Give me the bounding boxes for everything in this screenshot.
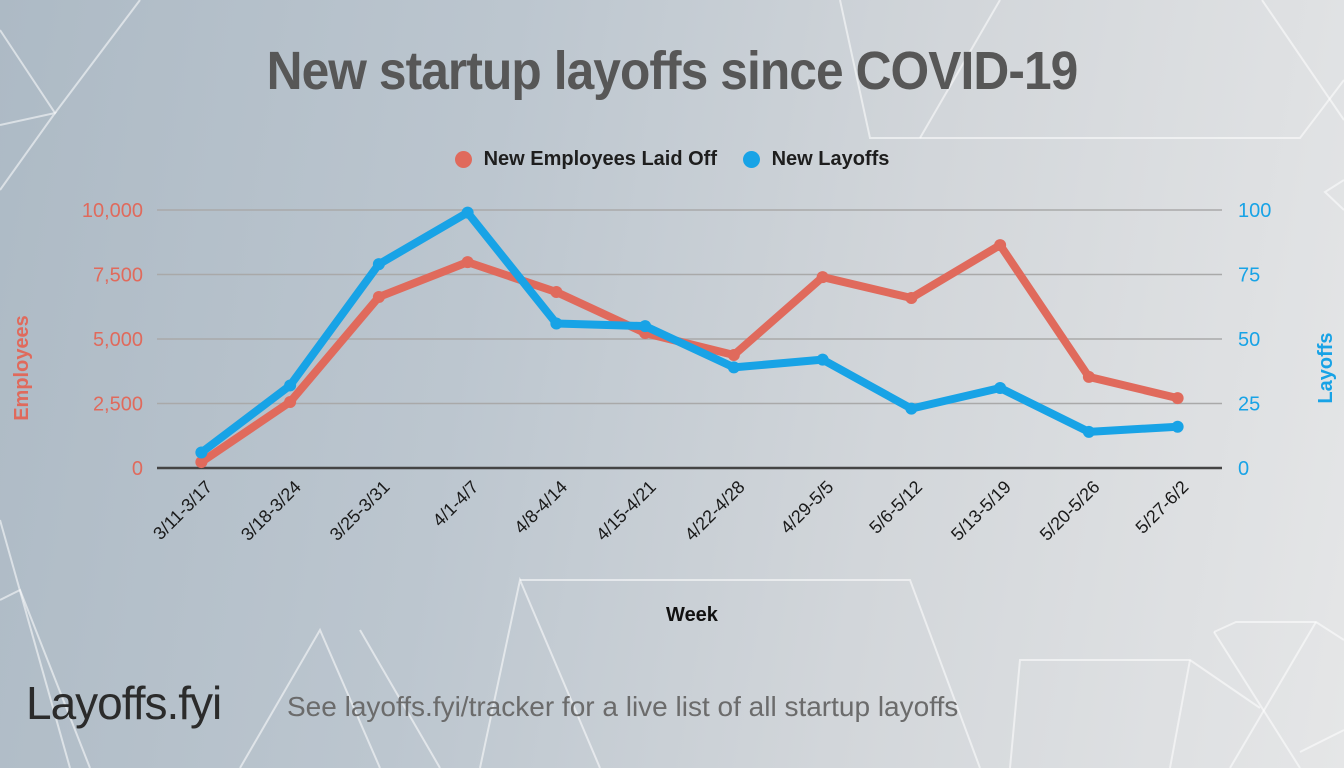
x-tick-label: 4/22-4/28 — [681, 477, 749, 545]
employees-series-point[interactable] — [905, 291, 918, 304]
x-axis-label: Week — [666, 604, 719, 626]
x-tick-label: 3/11-3/17 — [149, 477, 216, 544]
layoffs-series-point[interactable] — [461, 206, 474, 219]
legend-dot-layoffs — [742, 151, 760, 168]
y2-tick-label: 0 — [1238, 458, 1249, 480]
x-tick-label: 5/27-6/2 — [1132, 477, 1193, 538]
y2-tick-label: 50 — [1238, 329, 1260, 351]
x-tick-label: 4/15-4/21 — [592, 477, 660, 545]
legend-item-layoffs[interactable]: New Layoffs — [742, 148, 890, 171]
layoffs-series-point[interactable] — [727, 361, 740, 374]
layoffs-series-point[interactable] — [195, 446, 208, 459]
legend: New Employees Laid Off New Layoffs — [0, 148, 1344, 174]
layoffs-series-point[interactable] — [1082, 425, 1095, 438]
y-tick-label: 5,000 — [93, 329, 143, 351]
employees-series-point[interactable] — [550, 286, 563, 299]
employees-series-point[interactable] — [727, 348, 740, 361]
layoffs-series-point[interactable] — [372, 258, 385, 271]
employees-series-point[interactable] — [994, 239, 1007, 252]
y-axis-ticks: 0 2,500 5,000 7,500 10,000 — [82, 200, 143, 480]
employees-series-line — [197, 241, 1182, 467]
employees-series-point[interactable] — [1171, 392, 1184, 405]
legend-label-layoffs: New Layoffs — [771, 148, 890, 170]
layoffs-series-point[interactable] — [284, 379, 297, 392]
footer-note: See layoffs.fyi/tracker for a live list … — [287, 691, 959, 722]
layoffs-series-line — [197, 208, 1182, 457]
y2-tick-label: 75 — [1238, 265, 1260, 287]
legend-label-employees: New Employees Laid Off — [483, 148, 717, 170]
x-tick-label: 4/29-5/5 — [777, 477, 838, 538]
x-tick-label: 3/25-3/31 — [326, 477, 394, 545]
x-tick-label: 5/6-5/12 — [865, 477, 926, 538]
layoffs-series-point[interactable] — [994, 382, 1007, 395]
y-tick-label: 2,500 — [93, 394, 143, 416]
y-tick-label: 0 — [132, 458, 143, 480]
x-axis-ticks: 3/11-3/17 3/18-3/24 3/25-3/31 4/1-4/7 4/8-4/… — [149, 477, 1192, 545]
layoffs-series-point[interactable] — [550, 317, 563, 330]
layoffs-series-point[interactable] — [905, 402, 918, 415]
series-group — [195, 206, 1184, 469]
employees-series-point[interactable] — [1082, 370, 1095, 383]
y2-axis-label: Layoffs — [1315, 332, 1337, 403]
y2-tick-label: 25 — [1238, 394, 1260, 416]
x-tick-label: 4/8-4/14 — [510, 477, 571, 538]
layoffs-series-point[interactable] — [639, 320, 652, 333]
y-axis-label: Employees — [11, 315, 33, 421]
x-tick-label: 5/20-5/26 — [1036, 477, 1104, 545]
legend-dot-employees — [454, 151, 472, 168]
y-tick-label: 10,000 — [82, 200, 143, 222]
employees-series-point[interactable] — [372, 290, 385, 303]
y2-axis-ticks: 0 25 50 75 100 — [1238, 200, 1271, 480]
x-tick-label: 5/13-5/19 — [947, 477, 1015, 545]
employees-series-point[interactable] — [284, 395, 297, 408]
layoffs-series-point[interactable] — [816, 353, 829, 366]
employees-series-point[interactable] — [195, 456, 208, 469]
layoffs-series-point[interactable] — [1171, 420, 1184, 433]
legend-item-employees[interactable]: New Employees Laid Off — [454, 148, 717, 171]
brand-logo[interactable]: Layoffs.fyi — [26, 677, 222, 729]
y-tick-label: 7,500 — [93, 265, 143, 287]
gridlines — [157, 209, 1222, 470]
x-tick-label: 4/1-4/7 — [429, 477, 483, 531]
x-tick-label: 3/18-3/24 — [237, 477, 305, 545]
employees-series-point[interactable] — [816, 271, 829, 284]
employees-series-point[interactable] — [461, 256, 474, 269]
y2-tick-label: 100 — [1238, 200, 1271, 222]
chart-title: New startup layoffs since COVID-19 — [266, 41, 1079, 101]
